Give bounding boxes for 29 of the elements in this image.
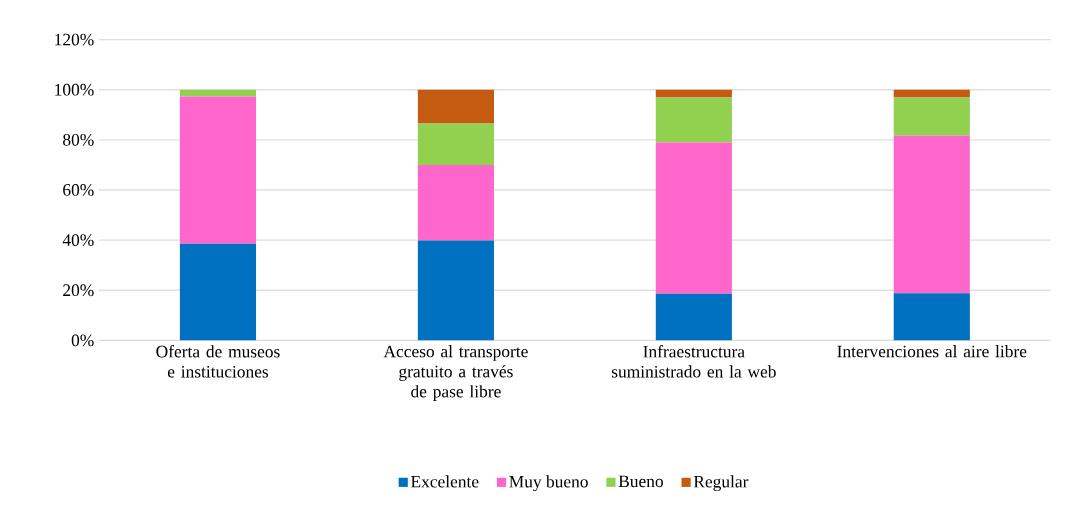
legend-label: Muy bueno <box>509 475 588 492</box>
bar <box>179 96 257 244</box>
y-tick-label: 20% <box>63 284 94 297</box>
bar <box>417 123 494 165</box>
x-tick-label: Oferta de museos e instituciones <box>156 345 280 378</box>
bar <box>893 97 970 136</box>
bar <box>655 89 732 98</box>
bar <box>893 135 970 294</box>
y-tick-label: 40% <box>62 234 94 247</box>
legend-label: Excelente <box>410 475 479 488</box>
bar <box>655 97 732 143</box>
x-tick-label: Acceso al transporte gratuito a través de pase libre <box>383 345 528 402</box>
bar <box>655 142 732 294</box>
bar <box>893 293 970 341</box>
legend-label: Regular <box>693 475 749 492</box>
y-tick-label: 60% <box>63 184 94 196</box>
y-tick-label: 120% <box>55 33 94 46</box>
bar <box>893 89 970 98</box>
legend-label: Bueno <box>618 475 663 488</box>
y-tick-label: 0% <box>71 334 94 347</box>
y-tick-label: 80% <box>63 134 94 146</box>
x-tick-label: Intervenciones al aire libre <box>837 345 1027 358</box>
bar <box>417 164 494 241</box>
bar <box>179 243 257 341</box>
x-tick-label: Infraestructura suministrado en la web <box>611 345 776 378</box>
bar <box>417 89 494 124</box>
bar <box>417 240 494 341</box>
y-tick-label: 100% <box>55 83 94 96</box>
bar <box>655 293 732 341</box>
